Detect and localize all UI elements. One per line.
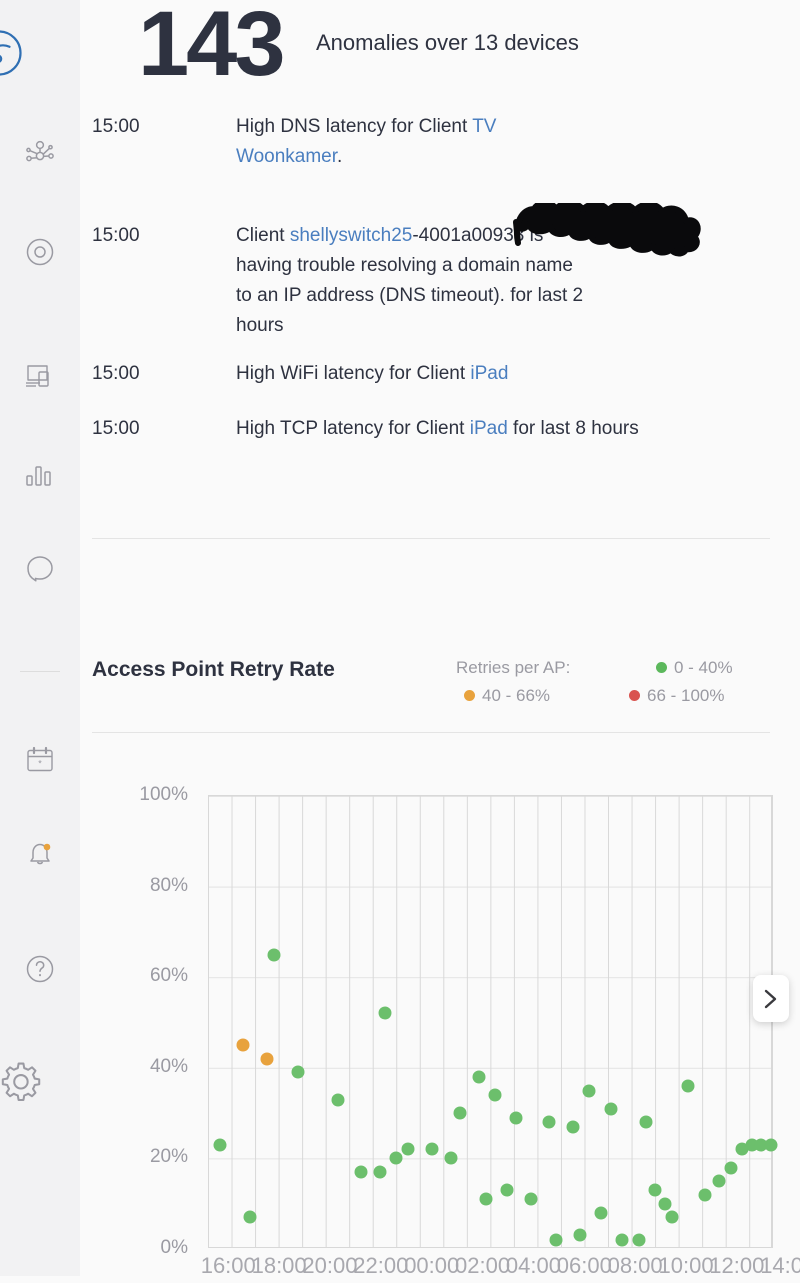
svg-text:*: * bbox=[38, 759, 42, 769]
